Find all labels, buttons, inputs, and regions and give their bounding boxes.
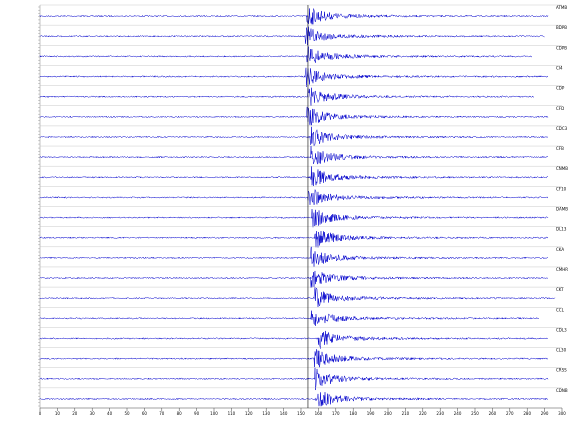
station-label: CMHR: [556, 267, 568, 272]
station-label: CRSS: [556, 368, 567, 373]
x-tick-label: 200: [384, 411, 392, 416]
x-tick-label: 140: [280, 411, 288, 416]
x-tick-label: 70: [159, 411, 165, 416]
station-label: CDC3: [556, 126, 568, 131]
station-label: CFB: [556, 146, 564, 151]
waveform: [39, 67, 549, 87]
station-label: ATMB: [556, 5, 567, 10]
x-tick-label: 30: [90, 411, 96, 416]
waveform: [39, 367, 549, 391]
station-label: CCL: [556, 307, 565, 312]
x-tick-label: 130: [262, 411, 270, 416]
waveform: [39, 270, 549, 288]
waveform: [39, 8, 549, 25]
x-tick-label: 220: [419, 411, 427, 416]
x-tick-label: 160: [315, 411, 323, 416]
x-tick-label: 150: [297, 411, 305, 416]
x-tick-label: 90: [194, 411, 200, 416]
waveform: [39, 26, 545, 46]
x-tick-label: 170: [332, 411, 340, 416]
x-tick-label: 230: [436, 411, 444, 416]
waveform: [39, 231, 549, 248]
station-label: CL30: [556, 348, 567, 353]
waveform: [39, 166, 549, 186]
x-tick-label: 180: [349, 411, 357, 416]
x-tick-label: 280: [523, 411, 531, 416]
waveform: [39, 46, 533, 63]
waveform: [39, 106, 549, 126]
waveform: [39, 330, 549, 349]
waveform: [39, 392, 549, 407]
x-tick-label: 210: [402, 411, 410, 416]
x-tick-label: 120: [245, 411, 253, 416]
waveform: [39, 145, 549, 165]
x-tick-label: 240: [454, 411, 462, 416]
station-label: CKT: [556, 287, 564, 292]
station-label: CNMB: [556, 166, 568, 171]
station-label: DAMB: [556, 207, 568, 212]
x-tick-label: 110: [228, 411, 236, 416]
x-tick-label: 270: [506, 411, 514, 416]
x-tick-label: 60: [142, 411, 148, 416]
station-label: CDNB: [556, 388, 568, 393]
x-tick-label: 290: [541, 411, 549, 416]
waveform: [39, 349, 549, 368]
x-tick-label: 300: [558, 411, 566, 416]
x-tick-label: 190: [367, 411, 375, 416]
x-tick-label: 40: [107, 411, 113, 416]
station-label: BDPB: [556, 25, 567, 30]
waveform: [39, 287, 556, 307]
x-tick-label: 250: [471, 411, 479, 416]
x-tick-label: 10: [55, 411, 61, 416]
station-label: CF10: [556, 186, 567, 191]
station-label: CFD: [556, 106, 564, 111]
station-label: CDL3: [556, 327, 567, 332]
x-tick-label: 20: [72, 411, 78, 416]
waveform: [39, 209, 549, 228]
x-tick-label: 80: [177, 411, 183, 416]
station-label: DL13: [556, 227, 567, 232]
waveform: [39, 87, 535, 106]
station-label: CDPB: [556, 45, 567, 50]
waveform: [39, 310, 540, 326]
x-tick-label: 50: [124, 411, 130, 416]
waveform: [39, 188, 549, 206]
x-tick-label: 100: [210, 411, 218, 416]
waveform: [39, 126, 549, 147]
station-label: CI4: [556, 65, 563, 70]
station-label: CDP: [556, 86, 565, 91]
x-tick-label: 260: [489, 411, 497, 416]
station-label: CKA: [556, 247, 564, 252]
x-tick-label: 0: [39, 411, 42, 416]
waveform: [39, 246, 549, 267]
